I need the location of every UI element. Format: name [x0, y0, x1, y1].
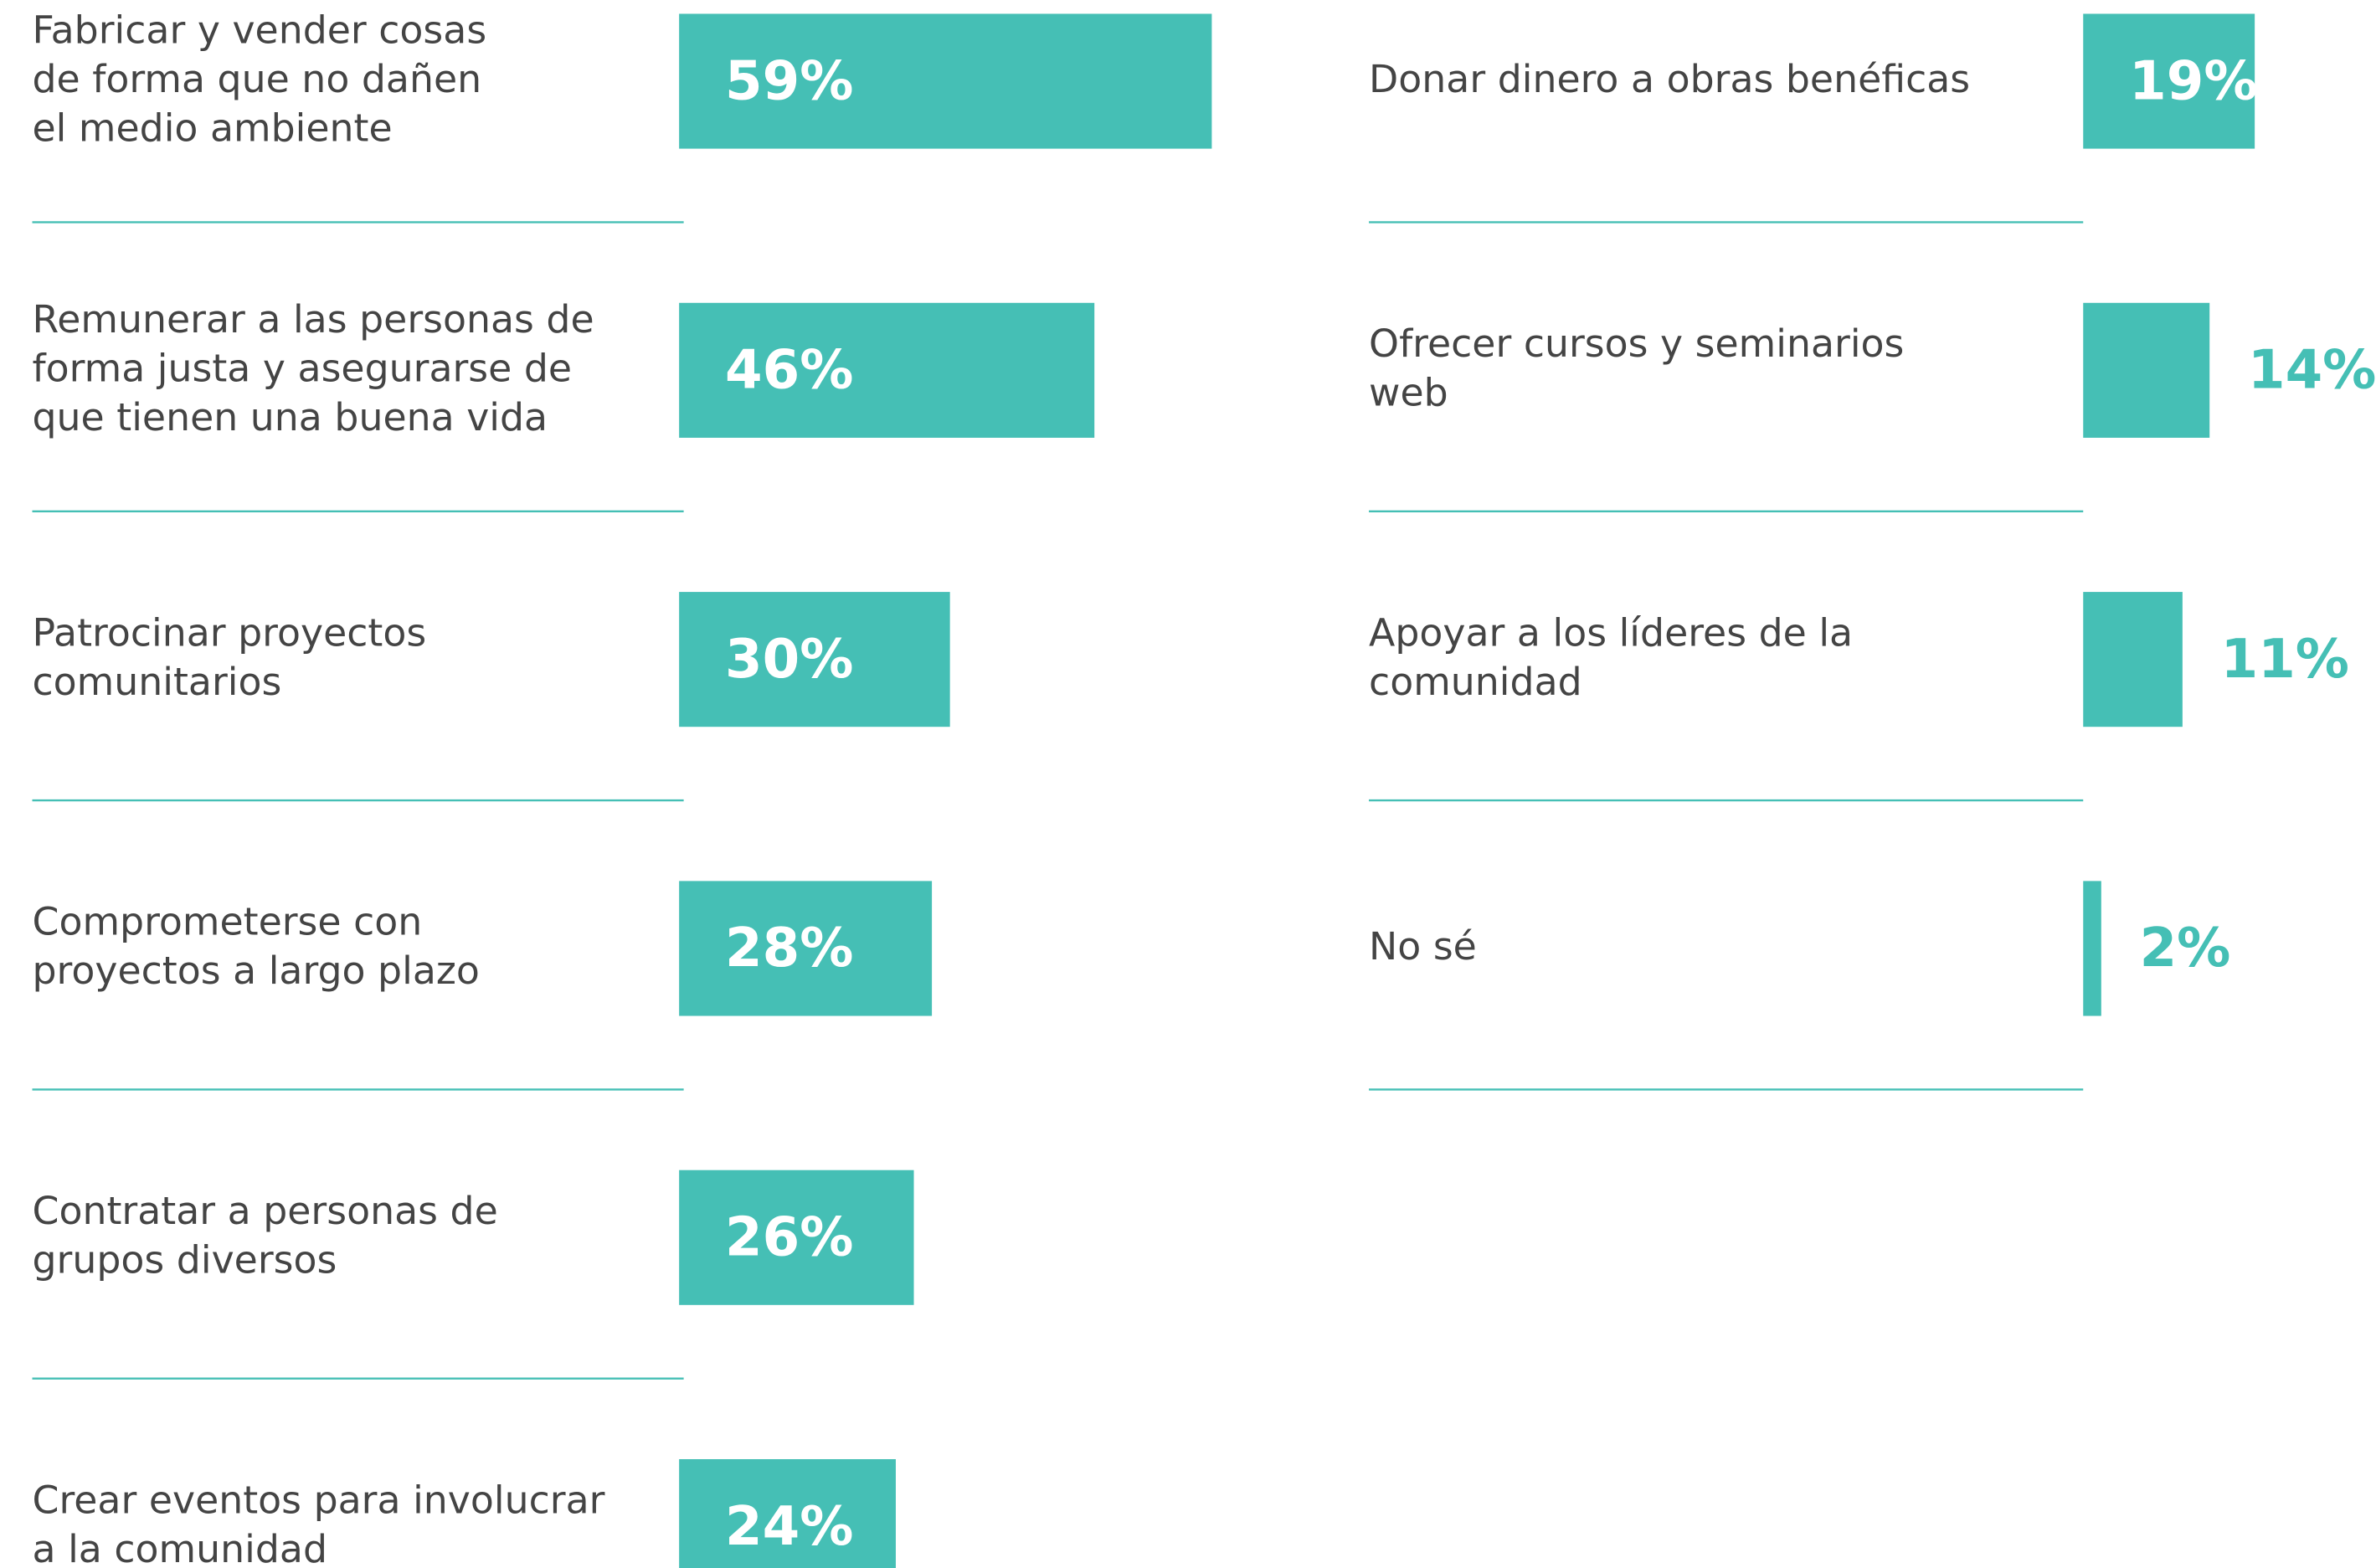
value-label: 14%: [2248, 340, 2376, 402]
bar: [2083, 13, 2255, 149]
value-label: 26%: [725, 1207, 853, 1269]
category-label: No sé: [1369, 923, 1477, 968]
value-label: 11%: [2221, 629, 2349, 691]
bar: [679, 881, 933, 1016]
value-label: 2%: [2140, 918, 2231, 979]
category-label: Fabricar y vender cosas de forma que no d…: [33, 8, 487, 150]
category-label: Ofrecer cursos y seminarios web: [1369, 321, 1904, 415]
category-label: Donar dinero a obras benéficas: [1369, 57, 1970, 101]
bar: [2083, 881, 2101, 1016]
value-label: 46%: [725, 340, 853, 402]
bar: [679, 302, 1095, 438]
category-label: Apoyar a los líderes de la comunidad: [1369, 610, 1853, 704]
value-label: 19%: [2129, 50, 2257, 112]
category-label: Crear eventos para involucrar a la comuni…: [33, 1478, 605, 1568]
category-label: Patrocinar proyectos comunitarios: [33, 610, 427, 704]
bar: [2083, 302, 2210, 438]
bar: [679, 1459, 896, 1568]
category-label: Contratar a personas de grupos diversos: [33, 1188, 498, 1282]
bar: [679, 13, 1212, 149]
category-label: Comprometerse con proyectos a largo plazo: [33, 899, 480, 993]
value-label: 59%: [725, 50, 853, 112]
bar: [679, 1170, 914, 1305]
category-label: Remunerar a las personas de forma justa y…: [33, 296, 594, 439]
value-label: 30%: [725, 629, 853, 691]
bar: [679, 592, 950, 727]
value-label: 24%: [725, 1496, 853, 1558]
bar: [2083, 592, 2183, 727]
value-label: 28%: [725, 918, 853, 979]
